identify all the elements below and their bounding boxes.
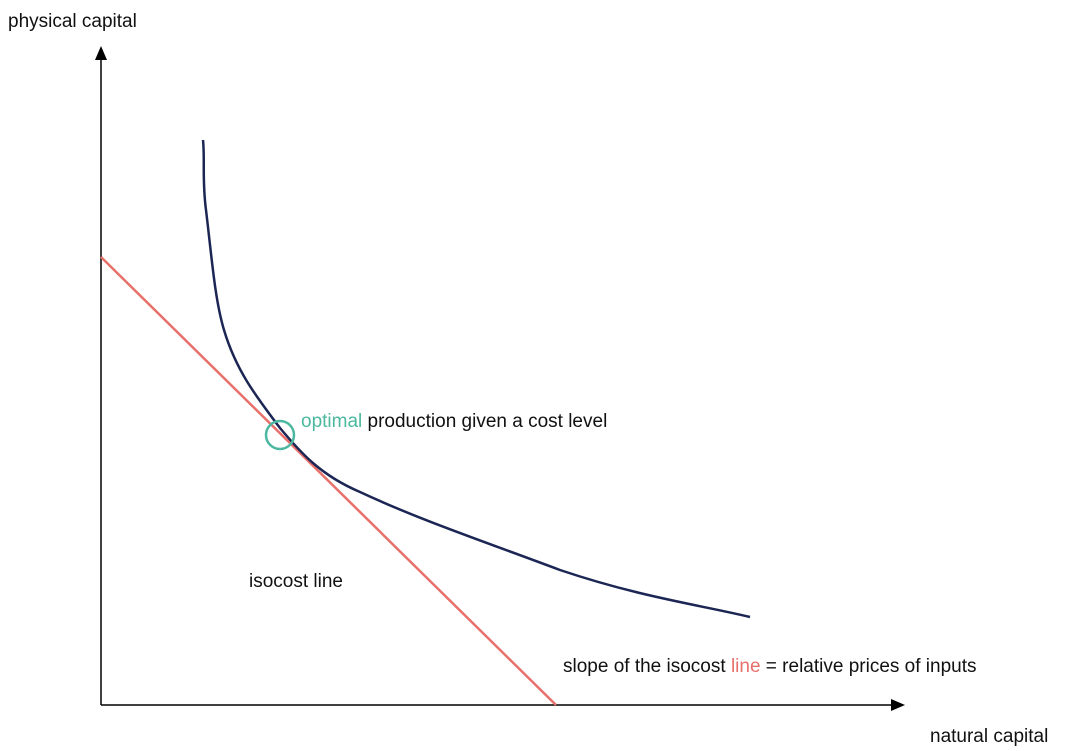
slope-annotation: slope of the isocost line = relative pri…: [563, 656, 977, 677]
y-axis-arrow: [95, 46, 107, 60]
slope-before: slope of the isocost: [563, 656, 726, 677]
isoquant-curve: [201, 139, 751, 619]
optimal-word: optimal: [301, 411, 362, 432]
isocost-line: [100, 256, 557, 706]
x-axis-arrow: [891, 699, 905, 711]
isocost-label: isocost line: [249, 571, 343, 592]
x-axis-label: natural capital: [930, 726, 1048, 747]
y-axis-label: physical capital: [8, 11, 137, 32]
optimal-rest: production given a cost level: [368, 411, 608, 432]
slope-highlight: line: [731, 656, 761, 677]
optimal-point: [264, 419, 296, 451]
optimal-annotation: optimal production given a cost level: [301, 411, 607, 432]
slope-after: = relative prices of inputs: [766, 656, 977, 677]
